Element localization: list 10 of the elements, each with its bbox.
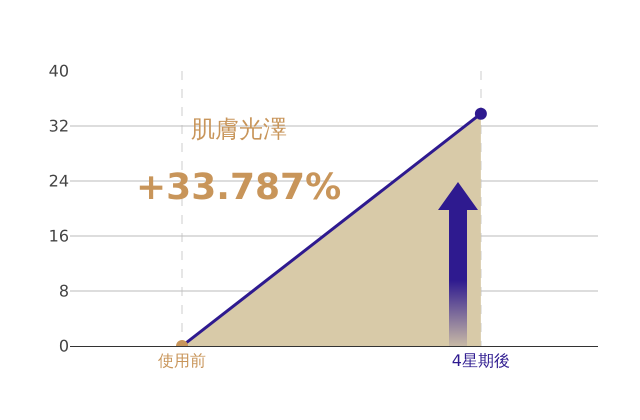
annotation: 肌膚光澤 [191,115,287,143]
y-tick-label: 24 [48,172,69,191]
annotation: +33.787% [136,167,342,208]
y-tick-label: 40 [48,62,69,81]
y-tick-label: 32 [48,116,69,136]
y-tick-label: 16 [48,226,69,246]
y-tick-label: 0 [58,336,69,356]
x-tick-label: 使用前 [158,351,206,370]
y-tick-label: 8 [58,282,69,301]
x-tick-label: 4星期後 [452,351,510,370]
